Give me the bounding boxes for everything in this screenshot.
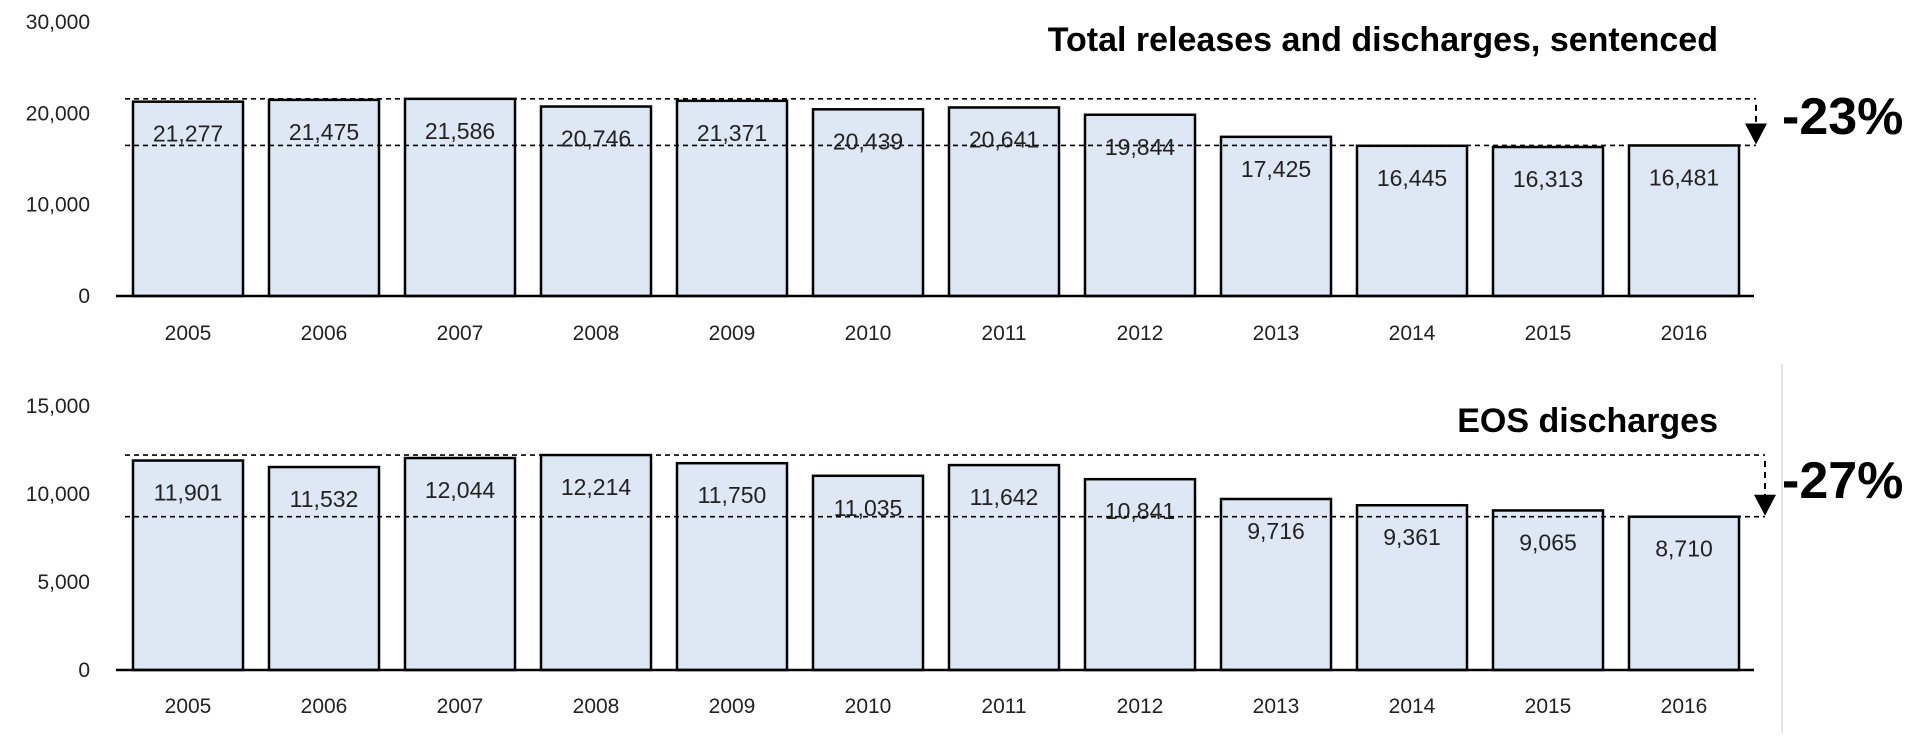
- bar-2011: [947, 463, 1061, 672]
- x-tick-label: 2006: [301, 322, 348, 345]
- data-label-2015: 16,313: [1513, 166, 1583, 192]
- y-tick-label: 0: [78, 659, 90, 682]
- y-tick-label: 10,000: [26, 483, 90, 506]
- data-label-2014: 16,445: [1377, 165, 1447, 191]
- bar-2007: [403, 456, 517, 672]
- x-tick-label: 2005: [165, 695, 212, 718]
- x-tick-label: 2010: [845, 322, 892, 345]
- bar-2012: [1083, 477, 1197, 672]
- data-label-2013: 17,425: [1241, 156, 1311, 182]
- data-label-2006: 21,475: [289, 119, 359, 145]
- x-tick-label: 2016: [1661, 322, 1708, 345]
- bar-2012: [1083, 113, 1197, 298]
- y-tick-label: 30,000: [26, 11, 90, 34]
- bar-2015: [1491, 145, 1605, 298]
- chart-panel-1: 0 10,000 20,000 30,000 21,277 21,475 21,586 20,…: [26, 11, 1904, 345]
- x-tick-label: 2014: [1389, 695, 1436, 718]
- bar-2010: [811, 474, 925, 672]
- data-label-2010: 11,035: [834, 495, 903, 521]
- x-tick-label: 2007: [437, 322, 484, 345]
- data-label-2015: 9,065: [1519, 529, 1577, 555]
- bar-2006: [267, 465, 381, 672]
- x-tick-label: 2013: [1253, 695, 1300, 718]
- bar-2016: [1627, 144, 1741, 298]
- change-arrow-head: [1745, 123, 1767, 145]
- x-tick-label: 2016: [1661, 695, 1708, 718]
- change-percentage: -23%: [1782, 88, 1903, 146]
- x-tick-label: 2009: [709, 695, 756, 718]
- data-label-2016: 16,481: [1649, 164, 1719, 190]
- bar-2005: [131, 459, 245, 672]
- x-tick-label: 2014: [1389, 322, 1436, 345]
- bar-2008: [539, 105, 653, 298]
- x-tick-label: 2006: [301, 695, 348, 718]
- x-tick-label: 2015: [1525, 695, 1572, 718]
- bar-2016: [1627, 515, 1741, 672]
- x-tick-label: 2013: [1253, 322, 1300, 345]
- data-label-2011: 11,642: [970, 484, 1039, 510]
- y-tick-label: 10,000: [26, 194, 90, 217]
- bar-2008: [539, 453, 653, 672]
- data-label-2014: 9,361: [1383, 524, 1441, 550]
- bar-2013: [1219, 497, 1333, 672]
- bar-2009: [675, 461, 789, 672]
- bar-2006: [267, 98, 381, 298]
- change-arrow-head: [1754, 494, 1776, 516]
- data-label-2009: 11,750: [698, 482, 767, 508]
- chart-title: EOS discharges: [1457, 402, 1718, 440]
- x-tick-label: 2010: [845, 695, 892, 718]
- y-tick-label: 15,000: [26, 395, 90, 418]
- chart-panel-2: 0 5,000 10,000 15,000 11,901 11,532 12,044 12,2…: [26, 395, 1904, 718]
- y-tick-label: 20,000: [26, 102, 90, 125]
- x-tick-label: 2008: [573, 322, 620, 345]
- x-tick-label: 2007: [437, 695, 484, 718]
- x-tick-label: 2012: [1117, 695, 1164, 718]
- change-percentage: -27%: [1782, 452, 1903, 510]
- data-label-2012: 10,841: [1105, 498, 1175, 524]
- data-label-2010: 20,439: [833, 128, 903, 154]
- bar-2014: [1355, 144, 1469, 298]
- data-label-2005: 21,277: [153, 121, 223, 147]
- bar-2010: [811, 108, 925, 298]
- chart-title: Total releases and discharges, sentenced: [1048, 21, 1718, 59]
- data-label-2007: 21,586: [425, 118, 495, 144]
- y-tick-label: 0: [78, 285, 90, 308]
- x-tick-label: 2005: [165, 322, 212, 345]
- data-label-2016: 8,710: [1655, 536, 1713, 562]
- data-label-2006: 11,532: [290, 486, 359, 512]
- x-tick-label: 2011: [981, 695, 1026, 718]
- x-tick-label: 2009: [709, 322, 756, 345]
- y-tick-label: 5,000: [37, 571, 90, 594]
- data-label-2005: 11,901: [154, 480, 223, 506]
- bar-2015: [1491, 509, 1605, 672]
- bar-2014: [1355, 503, 1469, 672]
- x-tick-label: 2011: [981, 322, 1026, 345]
- bar-2005: [131, 100, 245, 298]
- x-tick-label: 2015: [1525, 322, 1572, 345]
- data-label-2007: 12,044: [425, 477, 496, 503]
- data-label-2013: 9,716: [1247, 518, 1305, 544]
- data-label-2009: 21,371: [697, 120, 767, 146]
- data-label-2012: 19,844: [1105, 134, 1176, 160]
- x-tick-label: 2012: [1117, 322, 1164, 345]
- data-label-2008: 12,214: [561, 474, 632, 500]
- data-label-2011: 20,641: [969, 126, 1039, 152]
- data-label-2008: 20,746: [561, 126, 631, 152]
- x-tick-label: 2008: [573, 695, 620, 718]
